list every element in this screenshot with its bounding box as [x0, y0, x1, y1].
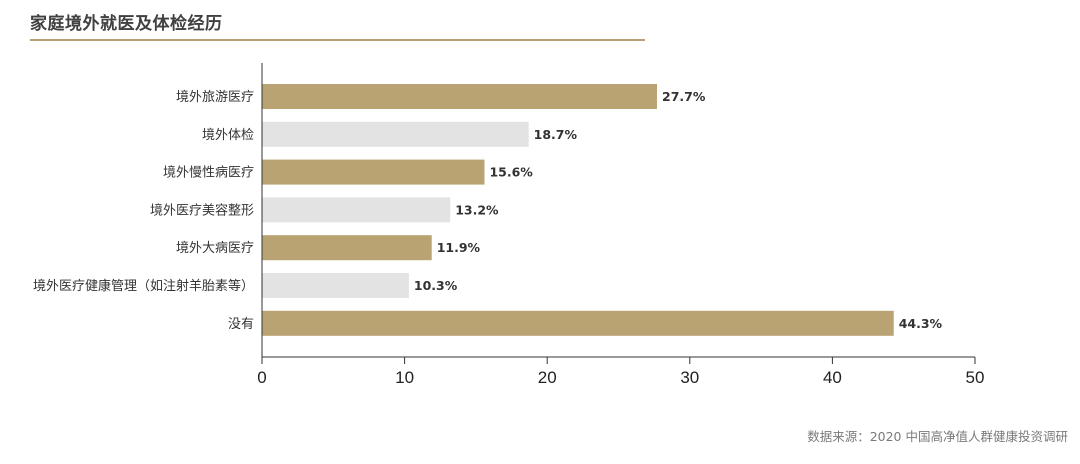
x-tick-label: 50	[966, 368, 985, 387]
category-label: 境外医疗美容整形	[150, 202, 254, 218]
bar-2	[262, 121, 529, 147]
data-label: 11.9%	[437, 240, 481, 255]
title-underline	[30, 39, 645, 41]
bar-6	[262, 273, 409, 298]
data-label: 44.3%	[899, 316, 943, 331]
data-label: 27.7%	[662, 89, 706, 104]
category-label: 境外慢性病医疗	[163, 165, 254, 181]
data-label: 10.3%	[414, 278, 458, 293]
x-tick-label: 0	[257, 368, 266, 387]
bar-1	[262, 84, 658, 109]
category-label: 境外大病医疗	[176, 241, 254, 256]
source-note: 数据来源：2020 中国高净值人群健康投资调研	[807, 429, 1068, 444]
category-label: 境外体检	[202, 128, 254, 143]
category-label: 没有	[228, 317, 254, 332]
data-label: 13.2%	[455, 202, 499, 217]
data-label: 18.7%	[534, 127, 578, 142]
x-tick-label: 20	[538, 368, 557, 387]
bar-7	[262, 310, 894, 336]
x-tick-label: 10	[395, 368, 414, 387]
x-tick-label: 30	[680, 368, 699, 387]
x-tick-label: 40	[823, 368, 842, 387]
category-label: 境外医疗健康管理（如注射羊胎素等）	[33, 278, 254, 294]
data-label: 15.6%	[489, 165, 533, 180]
category-label: 境外旅游医疗	[176, 90, 254, 105]
bar-3	[262, 159, 485, 185]
chart-title: 家庭境外就医及体检经历	[30, 14, 223, 34]
bar-4	[262, 197, 451, 223]
bar-5	[262, 235, 432, 261]
